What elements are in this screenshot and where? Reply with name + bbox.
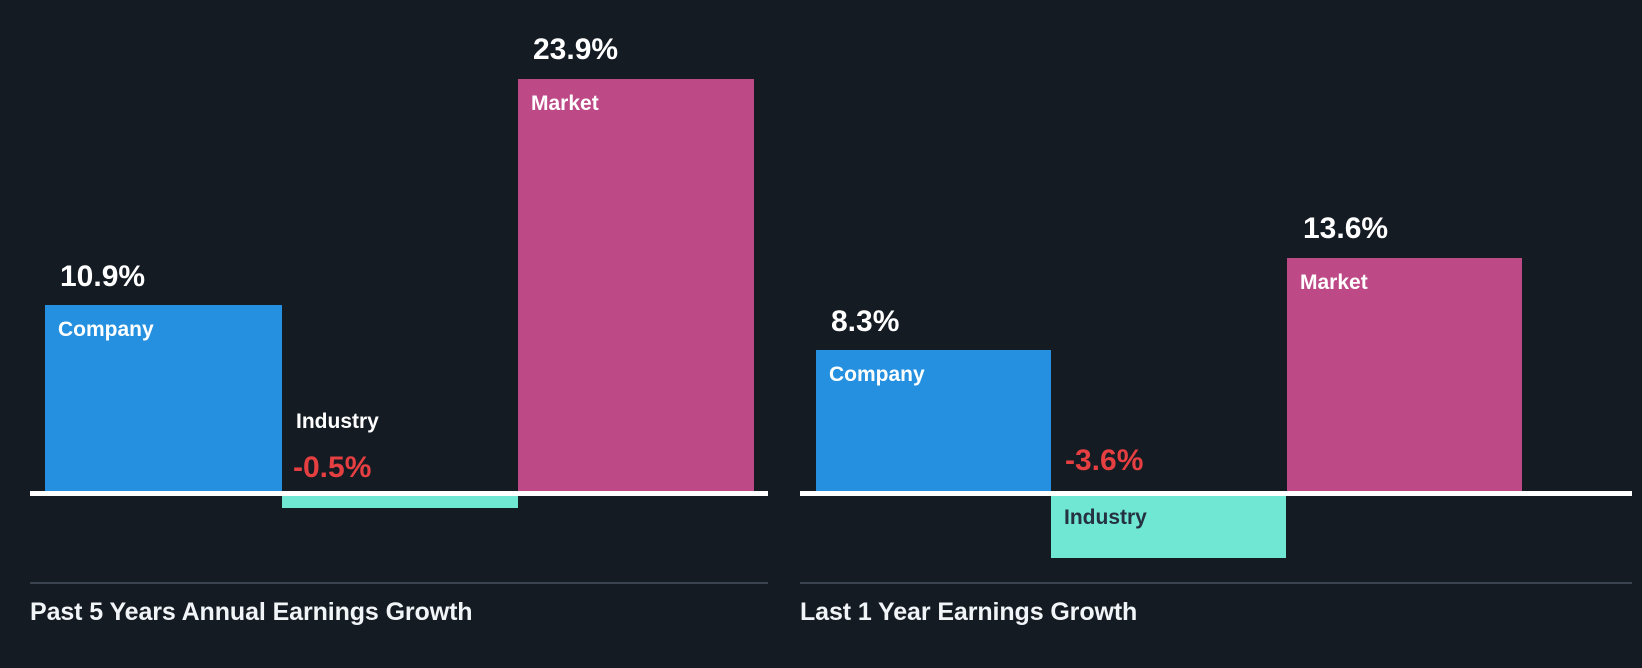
- bar-industry-left[interactable]: [282, 496, 518, 508]
- bar-company-right[interactable]: Company: [816, 350, 1051, 491]
- industry-value-label-right: -3.6%: [1065, 444, 1144, 477]
- company-value-label-right: 8.3%: [831, 305, 900, 338]
- chart-caption-left: Past 5 Years Annual Earnings Growth: [30, 598, 473, 626]
- bar-market-right[interactable]: Market: [1287, 258, 1522, 491]
- bar-market-name-right: Market: [1300, 271, 1368, 294]
- bar-industry-right[interactable]: Industry: [1051, 496, 1286, 558]
- bar-company-name-left: Company: [58, 318, 154, 341]
- bar-market-left[interactable]: Market: [518, 79, 754, 491]
- chart-panel-past-5-years: 10.9% Company Industry -0.5% 23.9% Marke…: [0, 0, 800, 668]
- plot-area-right: 8.3% Company -3.6% Industry 13.6% Market: [800, 0, 1642, 580]
- zero-baseline-right: [800, 491, 1632, 496]
- bar-company-left[interactable]: Company: [45, 305, 282, 491]
- bar-market-name-left: Market: [531, 92, 599, 115]
- bar-industry-name-right: Industry: [1064, 506, 1147, 529]
- industry-name-label-left: Industry: [296, 410, 379, 433]
- caption-divider-right: [800, 582, 1632, 584]
- industry-value-label-left: -0.5%: [293, 451, 372, 484]
- chart-panel-last-1-year: 8.3% Company -3.6% Industry 13.6% Market…: [800, 0, 1642, 668]
- market-value-label-right: 13.6%: [1303, 212, 1389, 245]
- plot-area-left: 10.9% Company Industry -0.5% 23.9% Marke…: [0, 0, 800, 580]
- caption-divider-left: [30, 582, 768, 584]
- chart-caption-right: Last 1 Year Earnings Growth: [800, 598, 1138, 626]
- bar-company-name-right: Company: [829, 363, 925, 386]
- market-value-label-left: 23.9%: [533, 33, 619, 66]
- company-value-label-left: 10.9%: [60, 260, 146, 293]
- zero-baseline-left: [30, 491, 768, 496]
